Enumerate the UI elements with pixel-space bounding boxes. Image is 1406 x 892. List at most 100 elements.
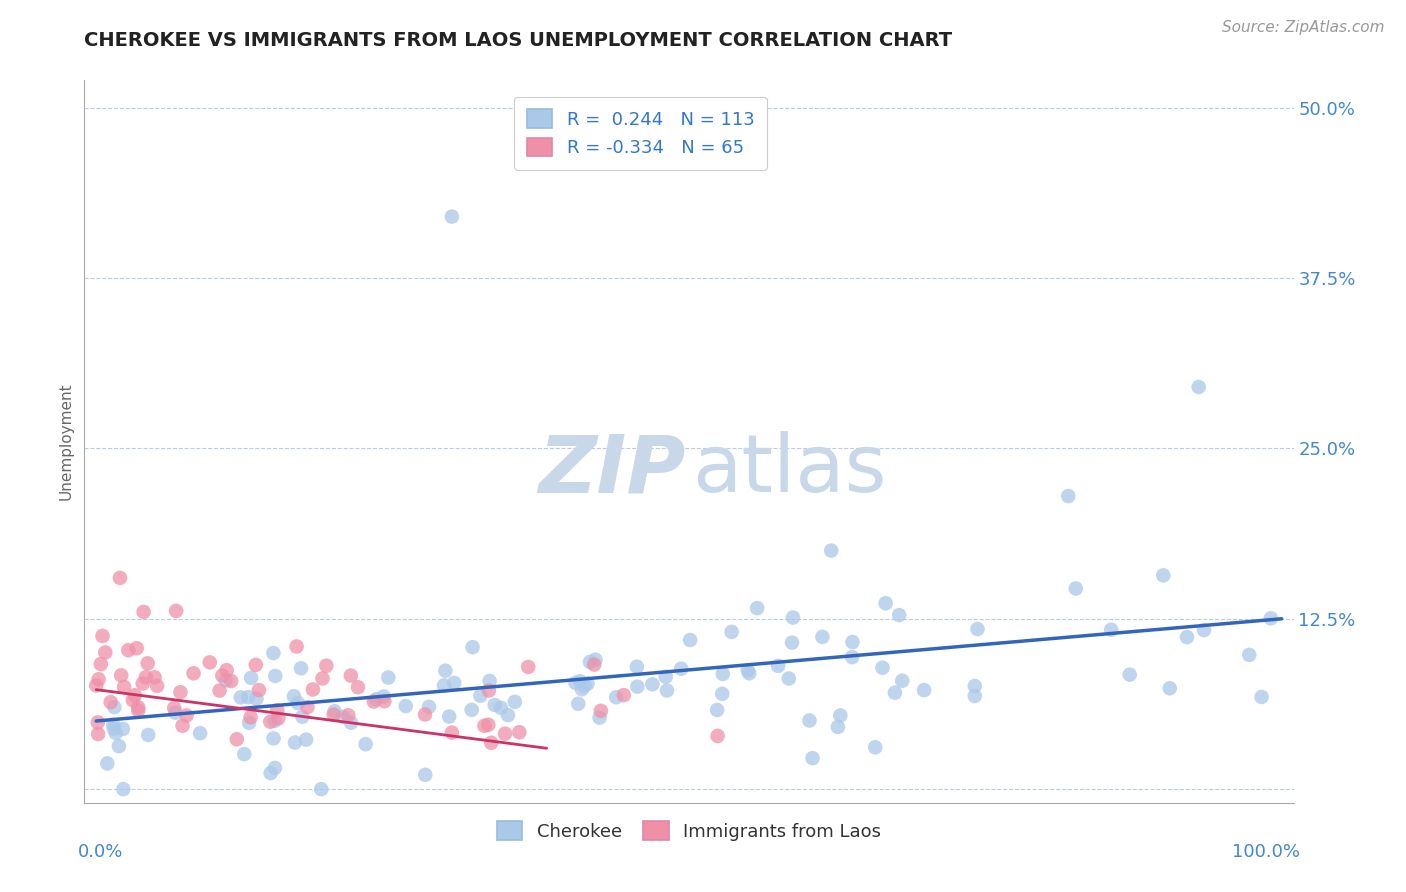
Text: ZIP: ZIP: [538, 432, 685, 509]
Point: [247, 683, 270, 698]
Point: [830, 708, 852, 723]
Point: [373, 690, 395, 704]
Point: [605, 690, 627, 705]
Point: [285, 640, 308, 654]
Point: [720, 624, 742, 639]
Point: [654, 670, 676, 684]
Point: [963, 679, 986, 693]
Point: [576, 676, 599, 690]
Point: [238, 715, 260, 730]
Point: [117, 643, 139, 657]
Point: [460, 703, 482, 717]
Point: [259, 766, 281, 780]
Point: [363, 695, 385, 709]
Point: [872, 661, 894, 675]
Point: [569, 674, 592, 689]
Point: [287, 696, 309, 710]
Point: [245, 657, 267, 672]
Point: [778, 672, 800, 686]
Point: [503, 695, 526, 709]
Point: [240, 671, 263, 685]
Point: [267, 711, 290, 725]
Point: [963, 689, 986, 703]
Point: [311, 672, 333, 686]
Point: [433, 678, 456, 692]
Point: [641, 677, 664, 691]
Point: [302, 682, 325, 697]
Point: [683, 148, 706, 162]
Point: [94, 645, 117, 659]
Point: [489, 701, 512, 715]
Point: [87, 715, 110, 730]
Point: [479, 736, 502, 750]
Point: [1152, 568, 1174, 582]
Point: [706, 703, 728, 717]
Point: [135, 670, 157, 684]
Point: [477, 717, 499, 731]
Point: [103, 700, 125, 714]
Point: [1239, 648, 1261, 662]
Point: [496, 708, 519, 723]
Point: [574, 679, 596, 693]
Legend: Cherokee, Immigrants from Laos: Cherokee, Immigrants from Laos: [489, 814, 889, 848]
Point: [100, 695, 122, 709]
Point: [259, 714, 281, 729]
Point: [373, 694, 395, 708]
Point: [478, 683, 501, 698]
Point: [766, 658, 789, 673]
Point: [811, 630, 834, 644]
Point: [264, 669, 287, 683]
Point: [571, 682, 593, 697]
Point: [437, 709, 460, 723]
Point: [589, 704, 612, 718]
Point: [377, 671, 399, 685]
Y-axis label: Unemployment: Unemployment: [58, 383, 73, 500]
Point: [799, 714, 821, 728]
Point: [706, 729, 728, 743]
Point: [841, 635, 863, 649]
Point: [1175, 630, 1198, 644]
Point: [290, 661, 312, 675]
Point: [434, 664, 457, 678]
Point: [263, 731, 285, 746]
Point: [208, 683, 231, 698]
Point: [284, 735, 307, 749]
Point: [215, 663, 238, 677]
Point: [1119, 667, 1142, 681]
Point: [132, 676, 155, 690]
Text: atlas: atlas: [693, 432, 887, 509]
Point: [295, 732, 318, 747]
Point: [87, 673, 110, 687]
Point: [863, 740, 886, 755]
Point: [671, 662, 693, 676]
Point: [340, 668, 363, 682]
Text: 100.0%: 100.0%: [1232, 843, 1299, 861]
Point: [124, 689, 146, 703]
Point: [711, 687, 734, 701]
Point: [782, 610, 804, 624]
Point: [912, 683, 935, 698]
Point: [239, 710, 262, 724]
Point: [198, 656, 221, 670]
Point: [613, 688, 636, 702]
Point: [737, 663, 759, 677]
Point: [780, 635, 803, 649]
Point: [315, 658, 337, 673]
Point: [1057, 489, 1080, 503]
Point: [136, 657, 159, 671]
Point: [183, 666, 205, 681]
Point: [245, 691, 267, 706]
Point: [163, 701, 186, 715]
Text: Source: ZipAtlas.com: Source: ZipAtlas.com: [1222, 20, 1385, 35]
Point: [104, 726, 127, 740]
Point: [711, 667, 734, 681]
Point: [745, 601, 768, 615]
Point: [579, 655, 602, 669]
Point: [112, 782, 135, 797]
Point: [585, 653, 607, 667]
Point: [90, 657, 112, 671]
Point: [564, 675, 586, 690]
Point: [332, 710, 354, 724]
Point: [440, 210, 463, 224]
Point: [413, 768, 436, 782]
